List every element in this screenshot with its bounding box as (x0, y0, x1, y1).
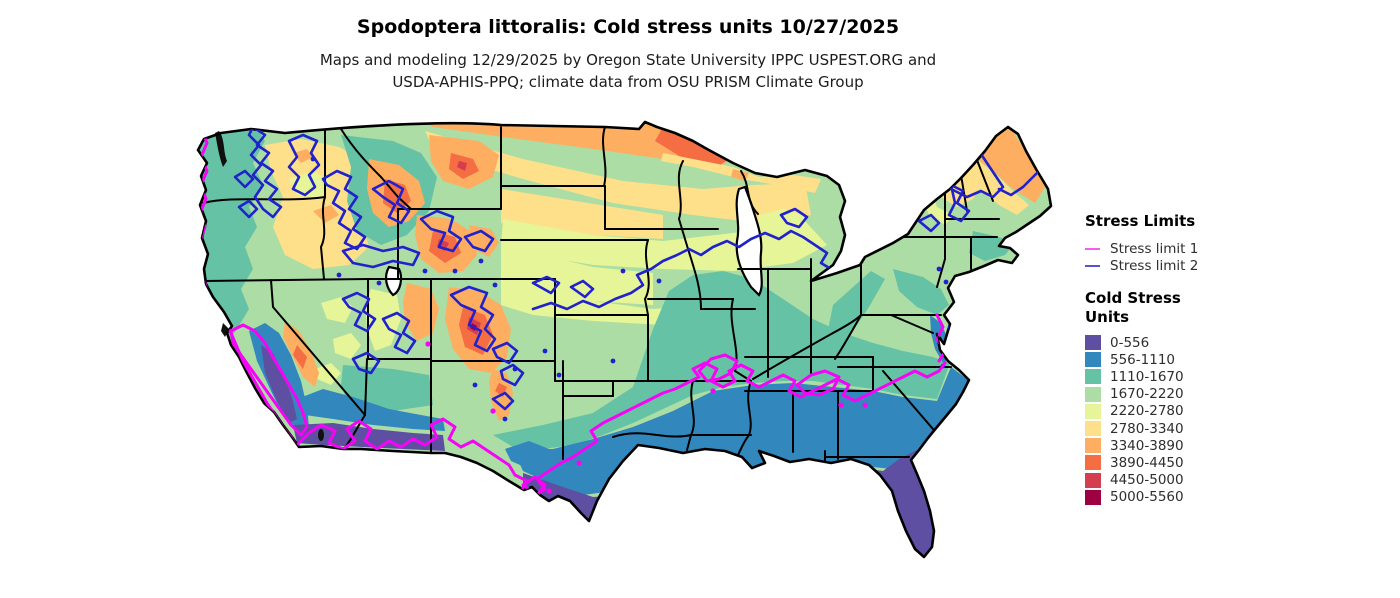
class-swatch (1085, 472, 1101, 488)
page-subtitle: Maps and modeling 12/29/2025 by Oregon S… (0, 49, 1256, 93)
subtitle-line-2: USDA-APHIS-PPQ; climate data from OSU PR… (392, 73, 864, 91)
stress-limits-heading: Stress Limits (1085, 212, 1196, 230)
class-label: 4450-5000 (1110, 472, 1184, 489)
stress-limit-rows: Stress limit 1 Stress limit 2 (1085, 240, 1395, 274)
legend-class-row: 3340-3890 (1085, 437, 1395, 454)
class-label: 556-1110 (1110, 351, 1175, 368)
subtitle-line-1: Maps and modeling 12/29/2025 by Oregon S… (319, 51, 937, 69)
class-label: 0-556 (1110, 334, 1150, 351)
us-outline (196, 120, 1053, 559)
legend-item-stress-limit-2: Stress limit 2 (1085, 257, 1395, 274)
us-map (193, 119, 1075, 594)
class-label: 1670-2220 (1110, 386, 1184, 403)
state-borders (202, 126, 1000, 465)
legend-class-row: 2780-3340 (1085, 420, 1395, 437)
stress-limit-1-line-swatch (1085, 247, 1100, 250)
page-title: Spodoptera littoralis: Cold stress units… (356, 16, 900, 38)
class-label: 2220-2780 (1110, 403, 1184, 420)
class-swatch (1085, 352, 1101, 368)
legend-class-row: 5000-5560 (1085, 489, 1395, 506)
legend-class-row: 0-556 (1085, 334, 1395, 351)
stress-limit-2-label: Stress limit 2 (1110, 257, 1199, 274)
stress-limit-1-label: Stress limit 1 (1110, 240, 1199, 257)
class-swatch (1085, 386, 1101, 402)
class-swatch (1085, 369, 1101, 385)
class-label: 5000-5560 (1110, 489, 1184, 506)
stress-limit-2-line-swatch (1085, 264, 1100, 267)
map-header: Spodoptera littoralis: Cold stress units… (0, 16, 1256, 93)
legend-class-row: 3890-4450 (1085, 454, 1395, 471)
class-label: 2780-3340 (1110, 420, 1184, 437)
san-francisco-bay (221, 323, 229, 337)
legend: Stress Limits Stress limit 1 Stress limi… (1085, 212, 1395, 506)
legend-item-stress-limit-1: Stress limit 1 (1085, 240, 1395, 257)
cold-stress-units-heading: Cold Stress Units (1085, 289, 1181, 326)
class-swatch (1085, 335, 1101, 351)
class-swatch (1085, 438, 1101, 454)
class-swatch (1085, 421, 1101, 437)
class-swatch (1085, 455, 1101, 471)
legend-class-row: 4450-5000 (1085, 472, 1395, 489)
class-label: 3340-3890 (1110, 437, 1184, 454)
class-label: 3890-4450 (1110, 454, 1184, 471)
legend-class-row: 2220-2780 (1085, 403, 1395, 420)
legend-class-row: 1670-2220 (1085, 386, 1395, 403)
class-swatch (1085, 403, 1101, 419)
puget-sound (215, 131, 227, 167)
legend-class-row: 1110-1670 (1085, 368, 1395, 385)
class-swatch (1085, 489, 1101, 505)
salton-sea (318, 429, 324, 441)
class-label: 1110-1670 (1110, 368, 1184, 385)
cold-stress-class-rows: 0-556 556-1110 1110-1670 1670-2220 2220-… (1085, 334, 1395, 506)
legend-class-row: 556-1110 (1085, 351, 1395, 368)
us-map-svg (196, 120, 1053, 559)
